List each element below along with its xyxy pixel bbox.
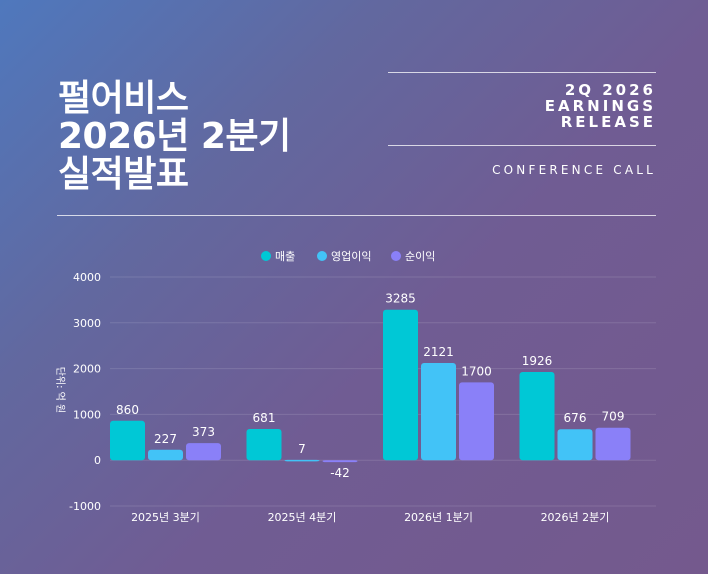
data-label-1-1: 7 [298, 442, 306, 456]
x-tick-label-1: 2025년 4분기 [268, 511, 337, 524]
bar-2-0 [383, 309, 418, 461]
data-label-0-1: 227 [154, 432, 177, 446]
data-label-1-2: -42 [330, 466, 350, 480]
bar-3-0 [519, 371, 555, 461]
data-label-1-0: 681 [253, 411, 276, 425]
bar-1-2 [322, 460, 358, 463]
y-tick-label-5: 4000 [73, 271, 101, 284]
legend-label-2: 순이익 [405, 250, 435, 263]
bar-1-0 [246, 429, 282, 461]
legend-marker-0 [261, 251, 271, 261]
y-tick-label-1: 0 [94, 454, 101, 467]
data-label-2-1: 2121 [423, 345, 454, 359]
bar-1-1 [284, 459, 320, 462]
bar-3-1 [557, 429, 593, 461]
data-label-0-0: 860 [116, 403, 139, 417]
x-tick-label-0: 2025년 3분기 [131, 511, 200, 524]
data-label-2-0: 3285 [385, 292, 416, 306]
bar-0-1 [148, 449, 183, 461]
y-tick-label-3: 2000 [73, 363, 101, 376]
legend-label-0: 매출 [275, 250, 295, 263]
release-line-1: 2Q 2026 [564, 81, 656, 99]
header-top-rule [388, 72, 656, 73]
bar-2-1 [421, 363, 456, 461]
legend-marker-1 [317, 251, 327, 261]
data-label-3-0: 1926 [522, 354, 553, 368]
y-tick-label-0: -1000 [69, 500, 101, 513]
release-line-2: EARNINGS [544, 97, 656, 115]
legend-marker-2 [391, 251, 401, 261]
y-axis-label: 단위: 억 원 [54, 367, 67, 414]
title-line-2: 2026년 2분기 [58, 116, 291, 157]
earnings-release-label: 2Q 2026 EARNINGS RELEASE [545, 82, 656, 130]
title-line-1: 펄어비스 [58, 78, 189, 119]
bar-0-0 [110, 420, 145, 461]
y-tick-label-4: 3000 [73, 317, 101, 330]
data-label-0-2: 373 [192, 425, 215, 439]
conference-call-label: CONFERENCE CALL [492, 163, 656, 177]
bar-3-2 [595, 427, 631, 461]
y-tick-label-2: 1000 [73, 408, 101, 421]
data-label-2-2: 1700 [461, 364, 492, 378]
header-mid-rule [388, 145, 656, 146]
data-label-3-1: 676 [564, 411, 587, 425]
page-title: 펄어비스 2026년 2분기 실적발표 [58, 80, 291, 194]
title-line-3: 실적발표 [58, 154, 189, 195]
release-line-3: RELEASE [560, 113, 656, 131]
bar-0-2 [186, 443, 221, 461]
x-tick-label-3: 2026년 2분기 [541, 511, 610, 524]
header-bottom-rule [57, 215, 656, 216]
x-tick-label-2: 2026년 1분기 [404, 511, 473, 524]
legend-label-1: 영업이익 [331, 250, 371, 263]
data-label-3-2: 709 [602, 410, 625, 424]
bar-2-2 [459, 382, 494, 461]
